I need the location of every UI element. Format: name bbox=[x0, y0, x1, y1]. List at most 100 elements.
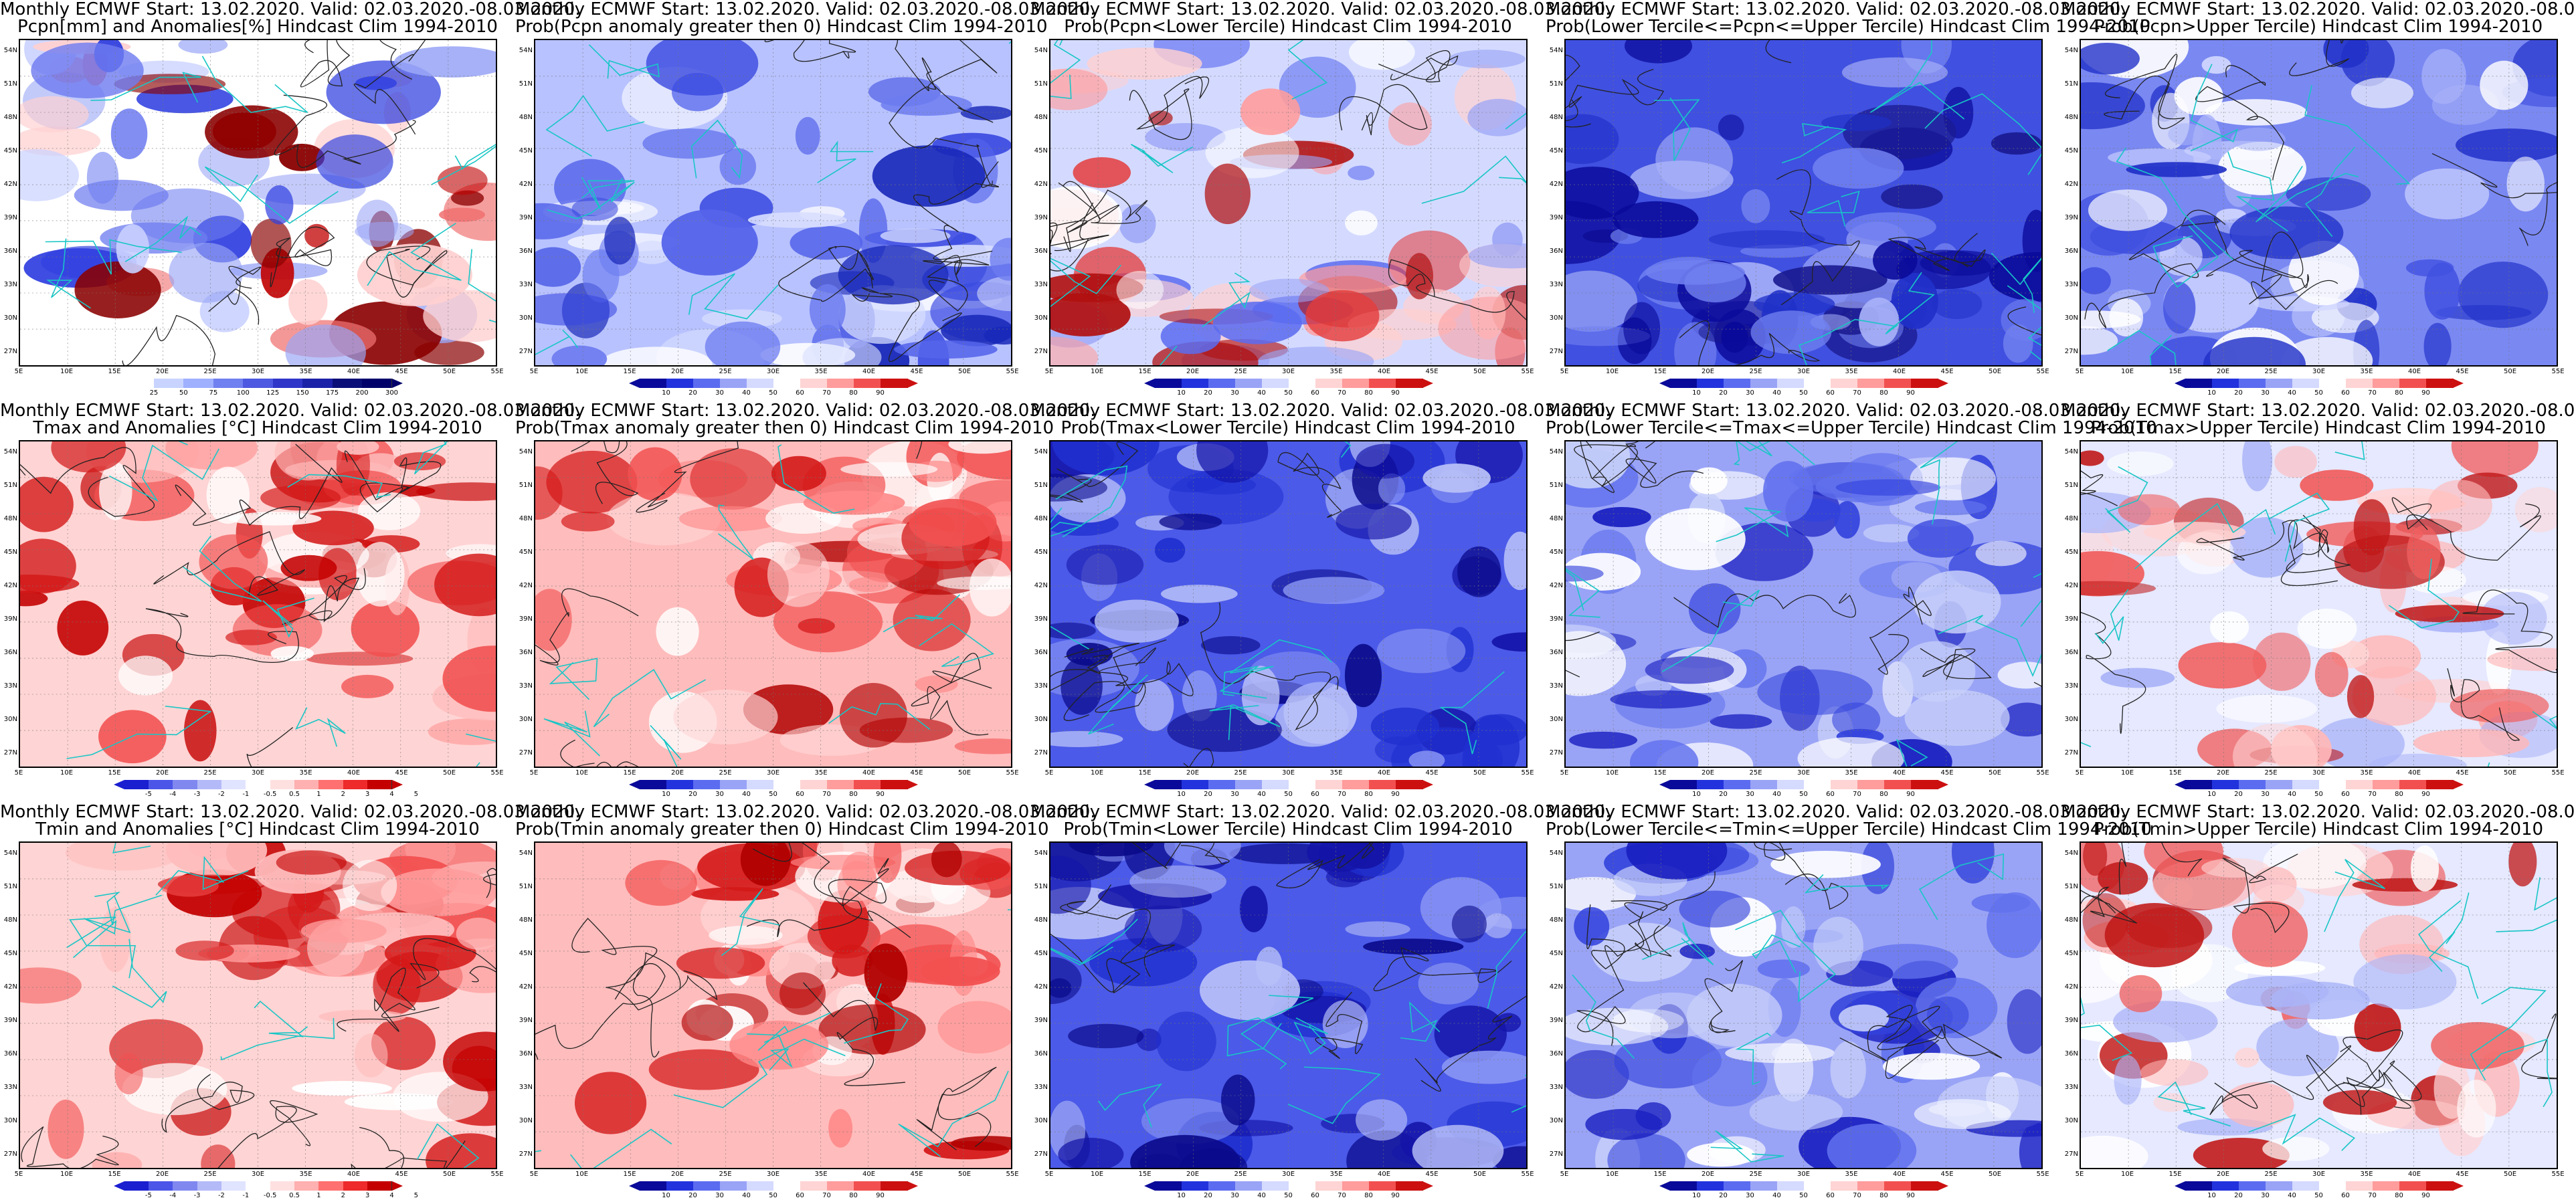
map-panel-tmax-prob-gt0: Monthly ECMWF Start: 13.02.2020. Valid: … bbox=[515, 401, 1096, 803]
map-panel-tmax-prob-lower: Monthly ECMWF Start: 13.02.2020. Valid: … bbox=[1030, 401, 1611, 803]
lon-label: 50E bbox=[2503, 769, 2517, 777]
colorbar-tick-label: 5 bbox=[413, 1192, 419, 1199]
colorbar-swatch bbox=[1261, 780, 1289, 789]
lon-label: 45E bbox=[1940, 769, 1954, 777]
colorbar-swatch bbox=[2185, 1181, 2213, 1191]
lon-label: 15E bbox=[1138, 1171, 1152, 1178]
colorbar-swatch bbox=[1723, 379, 1751, 388]
colorbar-swatch bbox=[270, 780, 296, 789]
lon-label: 25E bbox=[2264, 769, 2278, 777]
colorbar-tick-label: 50 bbox=[1799, 791, 1808, 798]
colorbar-swatch bbox=[246, 1181, 271, 1191]
lon-label: 55E bbox=[1521, 1171, 1534, 1178]
lon-label: 15E bbox=[623, 368, 636, 375]
lon-label: 15E bbox=[623, 769, 636, 777]
colorbar-tick-label: -1 bbox=[242, 1192, 250, 1199]
lon-label: 35E bbox=[299, 1171, 312, 1178]
lon-label: 15E bbox=[1653, 368, 1667, 375]
colorbar-tick-label: 125 bbox=[266, 389, 280, 397]
colorbar-swatch bbox=[2372, 379, 2400, 388]
lat-label: 27N bbox=[519, 1150, 533, 1158]
lon-label: 25E bbox=[1749, 1171, 1762, 1178]
lon-label: 20E bbox=[2216, 1171, 2230, 1178]
lat-label: 33N bbox=[1549, 1084, 1563, 1091]
colorbar-tick-label: 10 bbox=[662, 389, 670, 397]
colorbar-swatch bbox=[246, 780, 271, 789]
colorbar-swatch bbox=[693, 780, 721, 789]
lat-label: 39N bbox=[1034, 1017, 1048, 1024]
colorbar bbox=[1143, 1181, 1433, 1191]
colorbar-tick-label: 70 bbox=[2368, 389, 2377, 397]
lat-label: 36N bbox=[1034, 649, 1048, 656]
map-panel-pcpn-prob-lower: Monthly ECMWF Start: 13.02.2020. Valid: … bbox=[1030, 0, 1611, 401]
lat-label: 39N bbox=[519, 214, 533, 221]
lon-label: 25E bbox=[1749, 769, 1762, 777]
colorbar-high-arrow bbox=[2452, 379, 2464, 388]
colorbar-tick-label: 150 bbox=[296, 389, 309, 397]
lon-label: 10E bbox=[60, 1171, 74, 1178]
lat-label: 33N bbox=[1549, 281, 1563, 288]
colorbar-swatch bbox=[1857, 1181, 1885, 1191]
map-plot bbox=[1564, 440, 2043, 768]
lon-label: 55E bbox=[490, 1171, 504, 1178]
lon-label: 40E bbox=[1377, 769, 1391, 777]
lon-label: 15E bbox=[108, 368, 121, 375]
colorbar-tick-label: 90 bbox=[1391, 791, 1400, 798]
lon-label: 20E bbox=[670, 1171, 684, 1178]
lat-label: 36N bbox=[1034, 1050, 1048, 1058]
lat-label: 54N bbox=[1549, 448, 1563, 456]
lon-label: 25E bbox=[719, 769, 732, 777]
lon-label: 35E bbox=[1329, 368, 1343, 375]
map-field bbox=[1566, 843, 2041, 1168]
colorbar-high-arrow bbox=[907, 1181, 918, 1191]
lat-label: 27N bbox=[3, 348, 17, 355]
panel-title-line2: Prob(Tmax anomaly greater then 0) Hindca… bbox=[515, 418, 1054, 438]
panel-title-line2: Prob(Pcpn anomaly greater then 0) Hindca… bbox=[515, 17, 1048, 37]
lon-label: 20E bbox=[670, 769, 684, 777]
map-panel-tmin-prob-upper: Monthly ECMWF Start: 13.02.2020. Valid: … bbox=[2061, 803, 2576, 1204]
lon-label: 45E bbox=[395, 1171, 408, 1178]
map-panel-pcpn-prob-upper: Monthly ECMWF Start: 13.02.2020. Valid: … bbox=[2061, 0, 2576, 401]
lat-label: 48N bbox=[519, 114, 533, 121]
lon-label: 55E bbox=[490, 769, 504, 777]
colorbar-swatch bbox=[1342, 379, 1370, 388]
colorbar-tick-label: 20 bbox=[688, 389, 697, 397]
lon-label: 15E bbox=[1138, 368, 1152, 375]
lon-label: 15E bbox=[108, 1171, 121, 1178]
lat-label: 54N bbox=[519, 849, 533, 857]
map-panel-tmax-prob-upper: Monthly ECMWF Start: 13.02.2020. Valid: … bbox=[2061, 401, 2576, 803]
lat-label: 36N bbox=[1034, 247, 1048, 255]
colorbar-tick-label: 40 bbox=[742, 791, 751, 798]
colorbar-swatch bbox=[2265, 1181, 2293, 1191]
lon-label: 25E bbox=[203, 769, 217, 777]
lon-label: 5E bbox=[1044, 1171, 1054, 1178]
lon-label: 45E bbox=[1425, 769, 1439, 777]
lat-label: 54N bbox=[2064, 849, 2078, 857]
lat-label: 27N bbox=[2064, 1150, 2078, 1158]
colorbar-swatch bbox=[2238, 379, 2266, 388]
lat-label: 45N bbox=[519, 548, 533, 556]
colorbar-swatch bbox=[1910, 1181, 1938, 1191]
colorbar-low-arrow bbox=[628, 1181, 640, 1191]
lat-label: 51N bbox=[519, 80, 533, 88]
lon-label: 50E bbox=[1473, 368, 1487, 375]
colorbar-tick-label: 0.5 bbox=[289, 1192, 300, 1199]
colorbar-swatch bbox=[318, 780, 344, 789]
lat-label: 36N bbox=[1549, 649, 1563, 656]
colorbar-swatch bbox=[1315, 1181, 1343, 1191]
colorbar-swatch bbox=[153, 379, 185, 388]
lon-label: 40E bbox=[1377, 368, 1391, 375]
colorbar-tick-label: -3 bbox=[193, 791, 201, 798]
colorbar-tick-label: 80 bbox=[849, 791, 858, 798]
colorbar-tick-label: 60 bbox=[2341, 1192, 2350, 1199]
map-field bbox=[535, 843, 1011, 1168]
lat-label: 27N bbox=[3, 1150, 17, 1158]
colorbar-tick-label: 70 bbox=[1338, 1192, 1346, 1199]
colorbar-low-arrow bbox=[1659, 1181, 1670, 1191]
colorbar-swatch bbox=[1723, 1181, 1751, 1191]
lat-label: 51N bbox=[2064, 482, 2078, 489]
panel-title-line1: Monthly ECMWF Start: 13.02.2020. Valid: … bbox=[0, 401, 581, 421]
lat-label: 42N bbox=[1034, 983, 1048, 991]
colorbar-tick-label: 50 bbox=[2314, 1192, 2323, 1199]
colorbar-swatch bbox=[302, 379, 333, 388]
